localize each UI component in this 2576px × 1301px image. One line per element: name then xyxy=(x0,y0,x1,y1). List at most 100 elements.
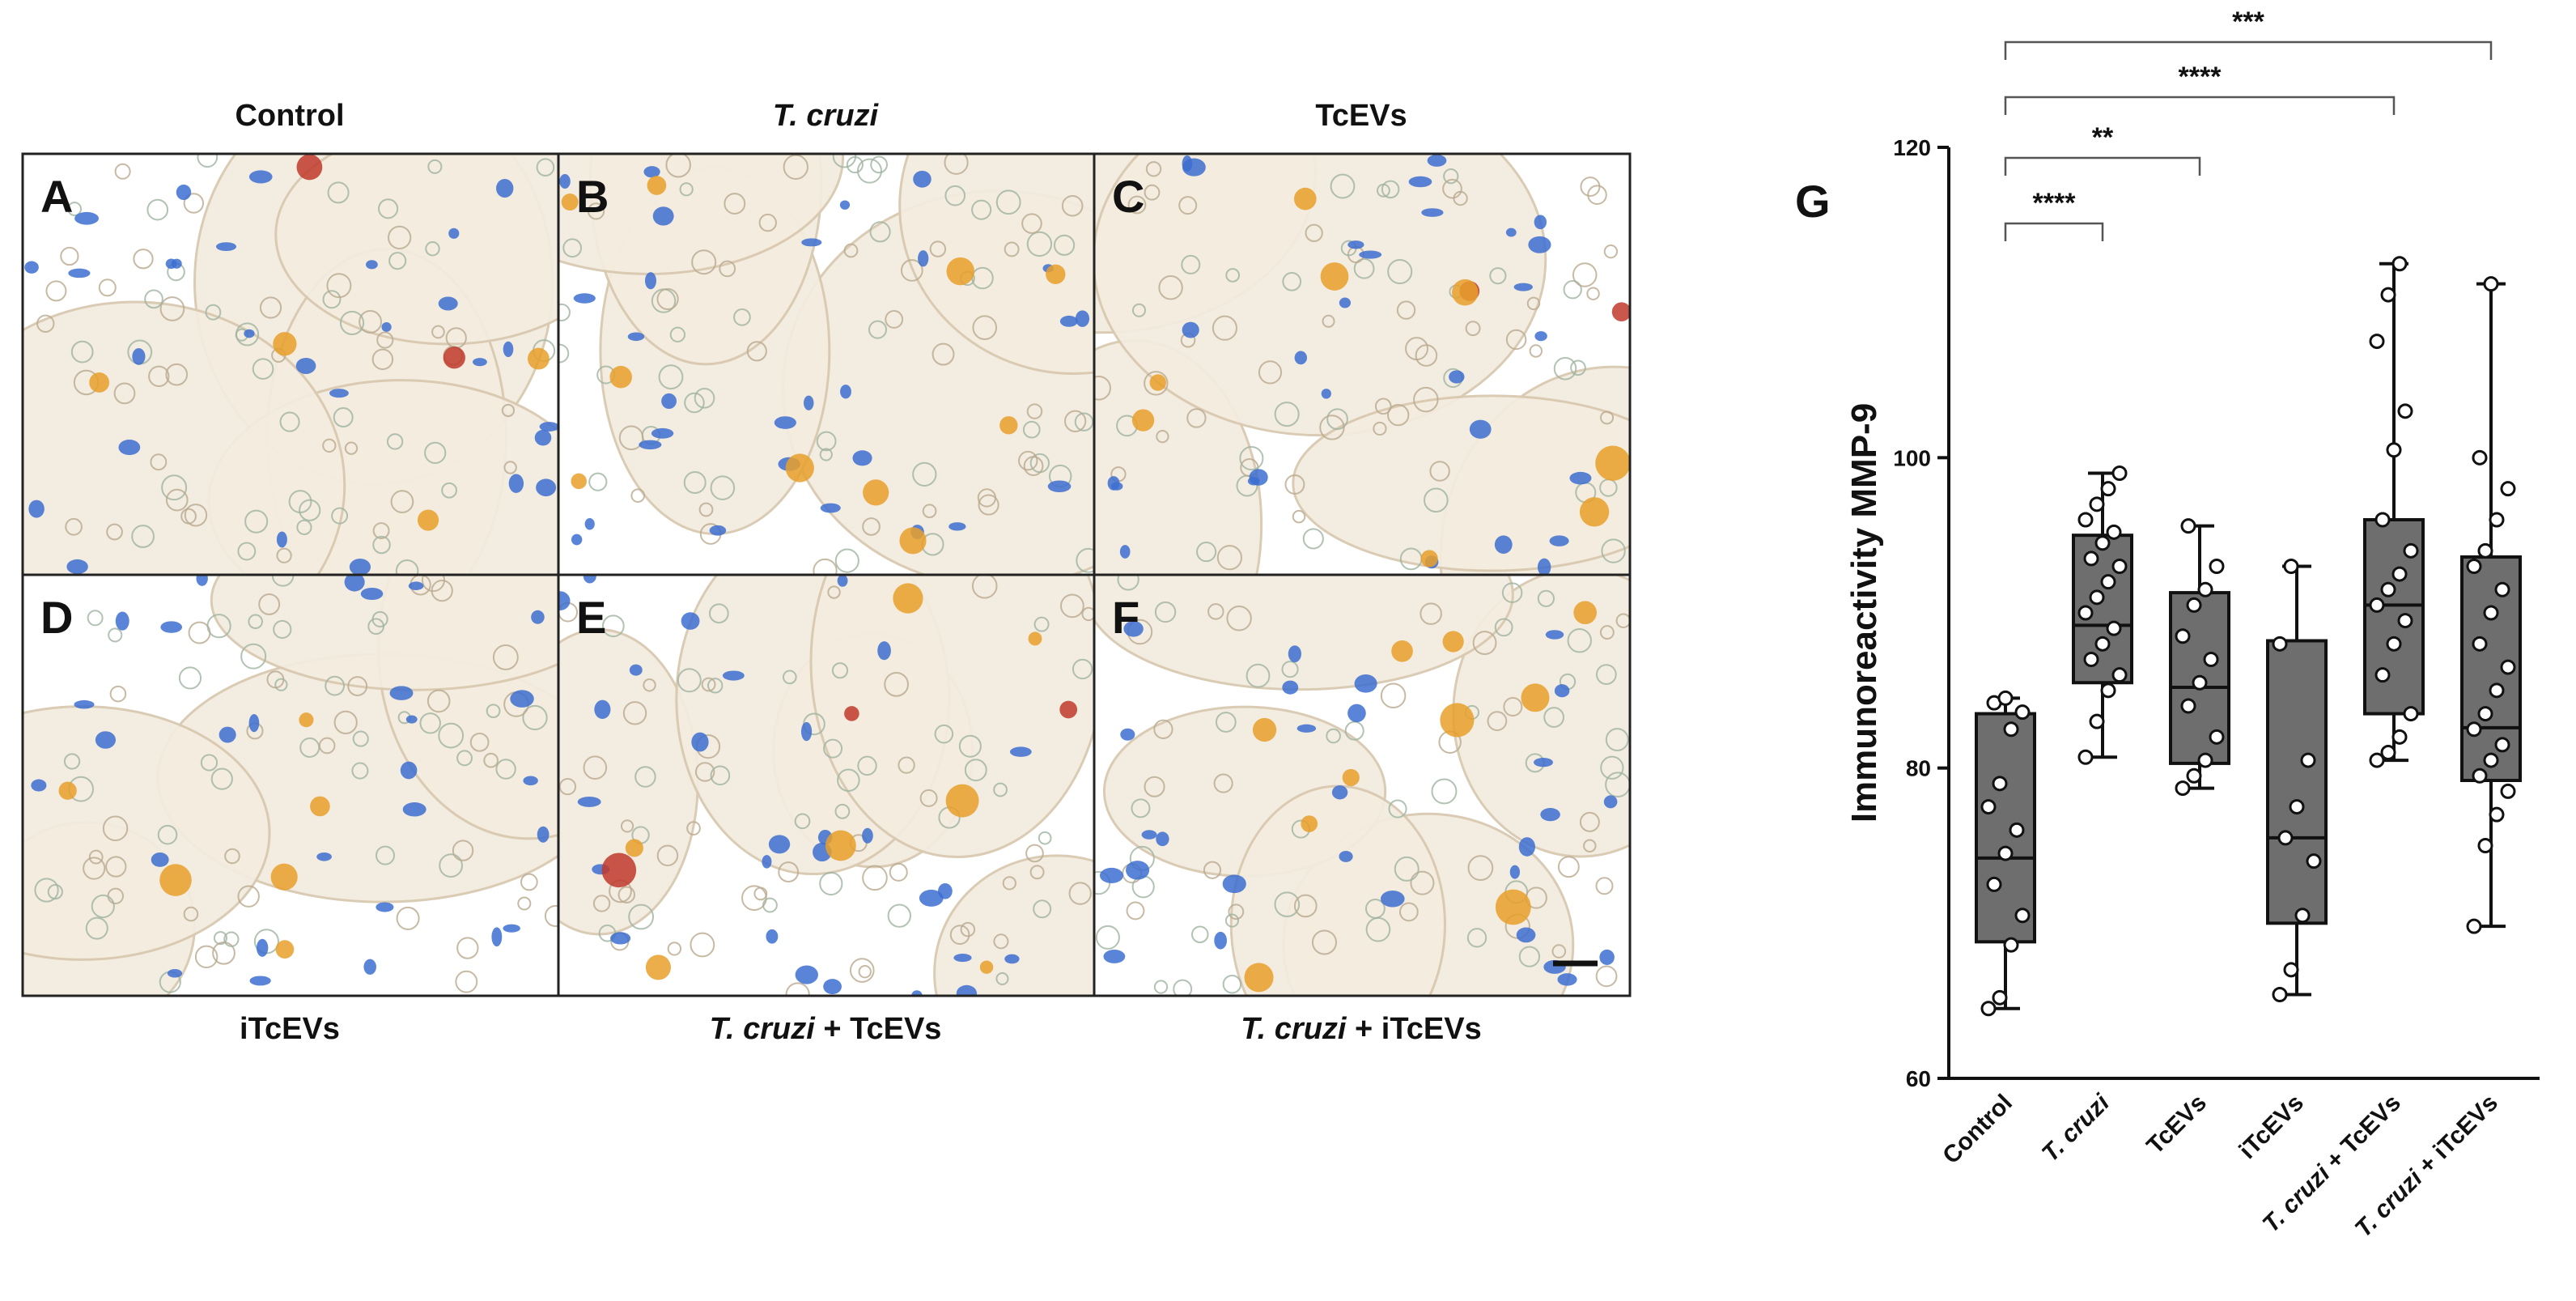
cell xyxy=(849,958,875,983)
data-point xyxy=(2294,908,2311,924)
cell xyxy=(1373,421,1387,436)
cell xyxy=(456,937,479,959)
nucleus xyxy=(1537,558,1551,575)
immunoreactive-spot xyxy=(1244,963,1274,993)
cell xyxy=(1311,929,1337,955)
nucleus xyxy=(1408,176,1432,188)
cell xyxy=(386,433,404,450)
cell xyxy=(1586,287,1600,300)
nucleus xyxy=(329,389,349,398)
data-point xyxy=(2277,830,2294,846)
cell xyxy=(109,685,127,703)
nucleus xyxy=(405,715,418,724)
nucleus xyxy=(558,591,571,611)
cell xyxy=(1246,663,1271,688)
cell xyxy=(1196,542,1217,563)
nucleus xyxy=(381,322,392,332)
nucleus xyxy=(1545,630,1564,640)
x-tick-label: Control xyxy=(1937,1090,2018,1170)
data-point xyxy=(2100,574,2116,590)
nucleus xyxy=(1380,890,1405,908)
cell xyxy=(1319,415,1345,440)
y-tick-label: 120 xyxy=(1893,135,1931,160)
data-point xyxy=(1980,799,1997,815)
cell xyxy=(1453,190,1468,206)
cell xyxy=(296,519,312,535)
immunoreactive-spot xyxy=(273,332,297,356)
nucleus xyxy=(571,534,583,546)
micrograph-panel-e: E xyxy=(557,573,1096,997)
nucleus xyxy=(1421,208,1444,217)
immunoreactive-spot xyxy=(785,453,814,483)
cell xyxy=(587,202,605,220)
cell xyxy=(1365,916,1391,942)
cell xyxy=(439,853,464,878)
data-point xyxy=(2077,749,2094,765)
nucleus xyxy=(681,612,700,630)
cell xyxy=(834,803,851,819)
cell xyxy=(1061,194,1084,217)
cell xyxy=(1420,602,1442,625)
data-point xyxy=(2009,822,2025,838)
cell xyxy=(1094,376,1111,401)
nucleus xyxy=(344,575,365,592)
cell xyxy=(1466,928,1487,948)
cell xyxy=(237,885,260,908)
nucleus xyxy=(402,802,427,817)
cell xyxy=(1572,262,1598,287)
immunoreactive-spot xyxy=(1293,187,1317,210)
cell xyxy=(1553,357,1577,381)
nucleus xyxy=(366,260,378,270)
data-point xyxy=(2106,524,2122,540)
x-tick-label-italic: T. cruzi xyxy=(2350,1165,2428,1243)
data-point xyxy=(2489,806,2505,823)
data-point xyxy=(2403,542,2419,559)
nucleus xyxy=(66,559,88,575)
cell xyxy=(934,724,954,744)
cell xyxy=(1487,711,1508,732)
cell xyxy=(1026,231,1053,257)
nucleus xyxy=(295,357,316,374)
cell xyxy=(1489,267,1507,285)
cell xyxy=(869,221,891,243)
cell xyxy=(273,619,292,640)
nucleus xyxy=(823,979,842,995)
nucleus xyxy=(852,450,872,466)
nucleus xyxy=(539,422,558,432)
nucleus xyxy=(651,427,674,439)
cell xyxy=(184,504,208,527)
cell xyxy=(658,364,684,390)
tissue-region xyxy=(1292,394,1630,572)
data-point xyxy=(2472,449,2488,466)
cell xyxy=(1131,798,1151,818)
nucleus xyxy=(1518,837,1535,857)
cell xyxy=(816,431,837,452)
cell xyxy=(1305,223,1323,242)
cell xyxy=(1429,461,1450,482)
data-point xyxy=(2203,652,2219,667)
cell xyxy=(1156,429,1169,444)
cell xyxy=(1060,593,1084,619)
nucleus xyxy=(400,761,418,780)
cell xyxy=(1405,337,1428,361)
panel-caption-b: T. cruzi xyxy=(558,99,1093,134)
nucleus xyxy=(948,522,966,531)
cell xyxy=(85,916,108,940)
data-point xyxy=(2494,737,2510,753)
cell xyxy=(1002,876,1016,891)
data-point xyxy=(2111,466,2128,481)
immunoreactive-spot xyxy=(571,473,587,490)
cell xyxy=(483,752,499,768)
cell xyxy=(339,310,365,336)
nucleus xyxy=(573,293,596,304)
nucleus xyxy=(801,238,822,247)
nucleus xyxy=(691,732,709,752)
cell xyxy=(1178,196,1198,215)
data-point xyxy=(2477,838,2493,853)
nucleus xyxy=(594,699,611,719)
nucleus xyxy=(438,296,458,311)
cell xyxy=(212,941,236,965)
nucleus xyxy=(531,610,545,624)
data-point xyxy=(2380,745,2396,760)
cell xyxy=(846,155,864,174)
